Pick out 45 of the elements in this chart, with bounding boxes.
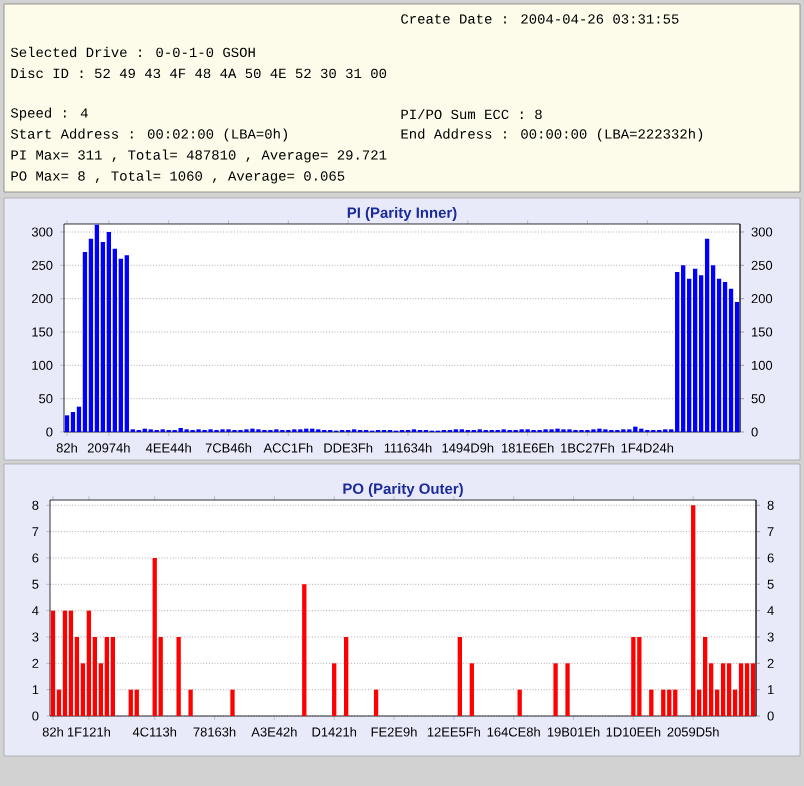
- bar: [68, 610, 74, 716]
- bar: [667, 689, 672, 716]
- bar: [64, 415, 70, 432]
- bar: [703, 636, 708, 716]
- bar: [86, 610, 92, 716]
- bar: [631, 636, 636, 716]
- bar: [230, 689, 235, 716]
- bar: [750, 663, 756, 716]
- bar: [675, 271, 680, 432]
- bar: [565, 663, 570, 716]
- bar: [469, 663, 474, 716]
- bar: [722, 281, 728, 432]
- bar: [673, 689, 678, 716]
- bar: [110, 636, 115, 716]
- bar: [726, 663, 732, 716]
- bar: [302, 584, 307, 716]
- bar: [637, 636, 642, 716]
- bar: [50, 610, 56, 716]
- bar: [134, 689, 139, 716]
- bar: [744, 663, 750, 716]
- bar: [661, 689, 666, 716]
- bar: [152, 557, 157, 716]
- bar: [691, 505, 696, 716]
- bar: [517, 689, 522, 716]
- bar: [704, 238, 710, 432]
- bar: [728, 288, 734, 432]
- bar: [457, 636, 462, 716]
- bar: [188, 689, 193, 716]
- bar: [344, 636, 349, 716]
- bar: [720, 663, 726, 716]
- bar: [62, 610, 68, 716]
- bar: [738, 663, 744, 716]
- bar: [692, 268, 698, 432]
- bar: [332, 663, 337, 716]
- bar: [649, 689, 654, 716]
- bar: [553, 663, 558, 716]
- bar: [70, 411, 76, 432]
- bar: [681, 265, 686, 432]
- bar: [104, 636, 109, 716]
- bar: [106, 231, 112, 432]
- bar: [94, 224, 100, 432]
- bar: [124, 255, 129, 432]
- bar: [373, 689, 379, 716]
- bar: [128, 689, 133, 716]
- bar: [176, 636, 181, 716]
